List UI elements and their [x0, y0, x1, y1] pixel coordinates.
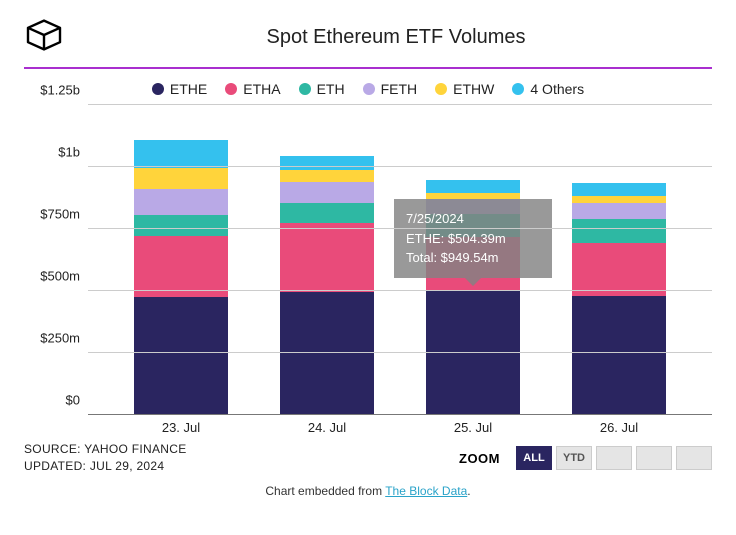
legend-item[interactable]: ETHE: [152, 81, 207, 97]
legend-item[interactable]: 4 Others: [512, 81, 584, 97]
tooltip-line: 7/25/2024: [406, 209, 540, 229]
bar-segment: [134, 236, 228, 297]
bar-column[interactable]: 7/25/2024ETHE: $504.39mTotal: $949.54m: [426, 180, 520, 415]
y-tick-label: $1.25b: [40, 83, 80, 98]
x-axis-labels: 23. Jul 24. Jul 25. Jul 26. Jul: [88, 420, 712, 435]
legend-swatch: [152, 83, 164, 95]
zoom-range-button[interactable]: [676, 446, 712, 470]
grid-line: [88, 290, 712, 291]
grid-line: [88, 166, 712, 167]
bar-segment: [426, 180, 520, 194]
source-text: SOURCE: YAHOO FINANCE: [24, 441, 187, 458]
x-baseline: [88, 414, 712, 415]
tooltip-line: Total: $949.54m: [406, 248, 540, 268]
updated-text: UPDATED: JUL 29, 2024: [24, 458, 187, 475]
bar-column[interactable]: [134, 140, 228, 415]
bar-column[interactable]: [572, 183, 666, 415]
embed-suffix: .: [467, 484, 470, 498]
bar-column[interactable]: [280, 156, 374, 415]
y-tick-label: $1b: [58, 145, 80, 160]
legend-label: ETH: [317, 81, 345, 97]
block-logo-icon: [24, 18, 64, 57]
chart-meta: SOURCE: YAHOO FINANCE UPDATED: JUL 29, 2…: [24, 441, 187, 476]
x-tick-label: 25. Jul: [426, 420, 520, 435]
bar-container: 7/25/2024ETHE: $504.39mTotal: $949.54m: [88, 105, 712, 415]
y-tick-label: $750m: [40, 207, 80, 222]
chart-area: $0$250m$500m$750m$1b$1.25b 7/25/2024ETHE…: [24, 105, 712, 435]
zoom-range-button[interactable]: [596, 446, 632, 470]
zoom-label: ZOOM: [459, 451, 500, 466]
chart-legend: ETHE ETHA ETH FETH ETHW 4 Others: [24, 81, 712, 97]
embed-prefix: Chart embedded from: [265, 484, 385, 498]
x-tick-label: 26. Jul: [572, 420, 666, 435]
bar-segment: [572, 183, 666, 196]
chart-title: Spot Ethereum ETF Volumes: [80, 26, 712, 49]
legend-swatch: [225, 83, 237, 95]
bar-segment: [280, 156, 374, 170]
legend-label: 4 Others: [530, 81, 584, 97]
grid-line: [88, 352, 712, 353]
bar-segment: [280, 203, 374, 223]
bar-segment: [572, 203, 666, 219]
chart-header: Spot Ethereum ETF Volumes: [24, 18, 712, 69]
y-axis: $0$250m$500m$750m$1b$1.25b: [24, 105, 88, 435]
zoom-all-button[interactable]: ALL: [516, 446, 552, 470]
bar-segment: [280, 292, 374, 415]
legend-label: ETHE: [170, 81, 207, 97]
bar-segment: [134, 297, 228, 415]
bar-segment: [572, 196, 666, 203]
bar-segment: [134, 189, 228, 215]
legend-item[interactable]: ETH: [299, 81, 345, 97]
bar-segment: [572, 296, 666, 415]
chart-footer: SOURCE: YAHOO FINANCE UPDATED: JUL 29, 2…: [24, 441, 712, 476]
legend-label: ETHW: [453, 81, 494, 97]
legend-item[interactable]: ETHW: [435, 81, 494, 97]
bar-segment: [134, 168, 228, 189]
y-tick-label: $500m: [40, 269, 80, 284]
y-tick-label: $0: [66, 393, 80, 408]
bar-segment: [572, 219, 666, 243]
tooltip-line: ETHE: $504.39m: [406, 229, 540, 249]
zoom-buttons: ALLYTD: [516, 446, 712, 470]
legend-swatch: [435, 83, 447, 95]
legend-swatch: [363, 83, 375, 95]
legend-label: ETHA: [243, 81, 280, 97]
x-tick-label: 23. Jul: [134, 420, 228, 435]
bar-segment: [280, 223, 374, 292]
x-tick-label: 24. Jul: [280, 420, 374, 435]
grid-line: [88, 228, 712, 229]
bar-segment: [134, 140, 228, 169]
legend-item[interactable]: FETH: [363, 81, 418, 97]
chart-tooltip: 7/25/2024ETHE: $504.39mTotal: $949.54m: [394, 199, 552, 278]
zoom-range-button[interactable]: [636, 446, 672, 470]
bar-segment: [572, 243, 666, 296]
grid-line: [88, 104, 712, 105]
y-tick-label: $250m: [40, 331, 80, 346]
legend-item[interactable]: ETHA: [225, 81, 280, 97]
chart-plot: 7/25/2024ETHE: $504.39mTotal: $949.54m 2…: [88, 105, 712, 435]
embed-link[interactable]: The Block Data: [385, 484, 467, 498]
bar-segment: [134, 215, 228, 236]
legend-label: FETH: [381, 81, 418, 97]
embed-attribution: Chart embedded from The Block Data.: [24, 484, 712, 498]
legend-swatch: [299, 83, 311, 95]
bar-segment: [280, 170, 374, 182]
zoom-ytd-button[interactable]: YTD: [556, 446, 592, 470]
bar-segment: [280, 182, 374, 203]
legend-swatch: [512, 83, 524, 95]
